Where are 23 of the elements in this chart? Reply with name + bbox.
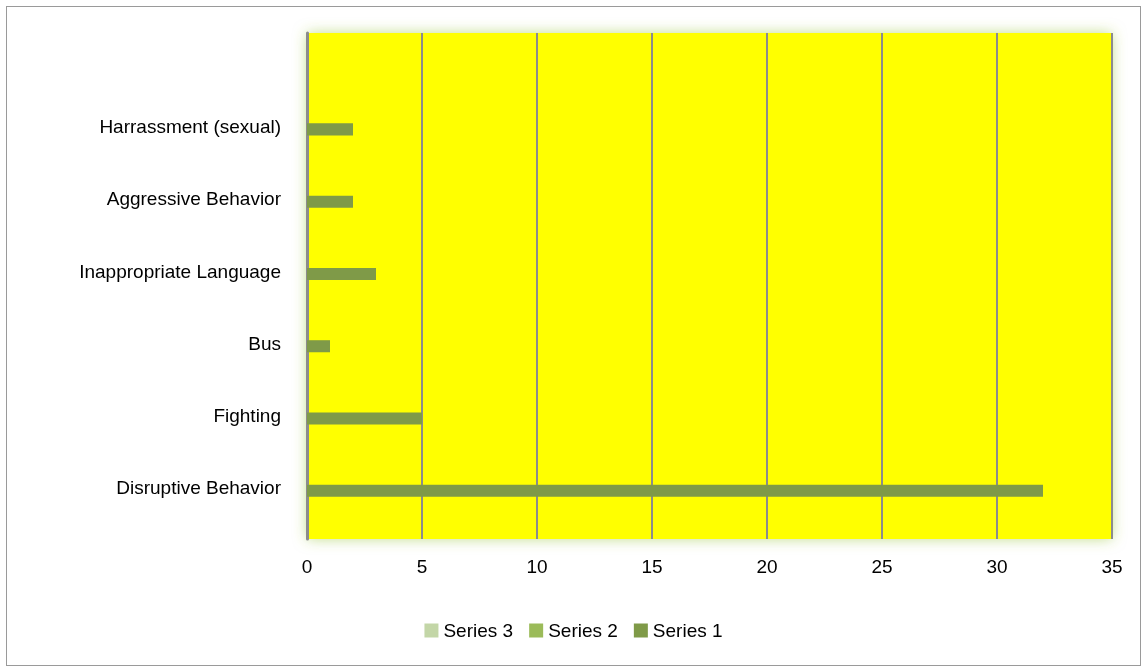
y-tick-label: Harrassment (sexual) <box>99 115 281 137</box>
x-tick-label: 20 <box>756 556 778 577</box>
bar <box>307 340 330 353</box>
y-tick-label: Fighting <box>213 405 281 427</box>
x-tick-label: 5 <box>416 556 428 577</box>
legend-label: Series 2 <box>548 620 618 641</box>
y-tick-label: Bus <box>248 332 281 354</box>
bar <box>307 195 353 208</box>
x-tick-label: 25 <box>871 556 893 577</box>
x-tick-label: 0 <box>301 556 313 577</box>
y-tick-label: Disruptive Behavior <box>116 477 282 499</box>
bar <box>307 412 422 425</box>
x-tick-label: 15 <box>641 556 663 577</box>
y-tick-label: Aggressive Behavior <box>106 188 282 210</box>
legend-label: Series 1 <box>652 620 723 641</box>
y-tick-label: Inappropriate Language <box>79 260 281 282</box>
bar <box>307 267 376 280</box>
bar <box>307 484 1043 497</box>
legend-label: Series 3 <box>443 620 514 641</box>
x-tick-label: 10 <box>526 556 548 577</box>
x-tick-label: 35 <box>1101 556 1123 577</box>
bar <box>307 123 353 136</box>
x-tick-label: 30 <box>986 556 1008 577</box>
